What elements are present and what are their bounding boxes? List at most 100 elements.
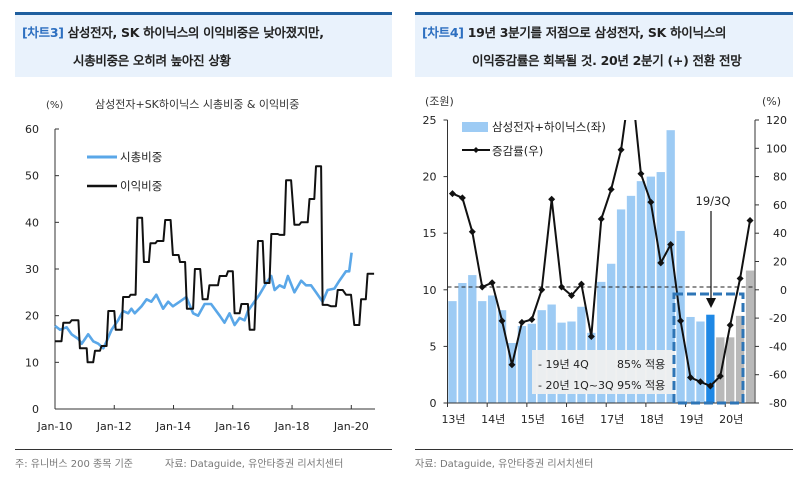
- note-line1-label: - 19년 4Q: [538, 358, 589, 371]
- profit-share-line: [55, 165, 375, 364]
- x-tick-label: Jan-14: [155, 420, 191, 433]
- legend-marketcap-label: 시총비중: [120, 150, 162, 164]
- earnings-bar: [487, 295, 497, 403]
- chart3-footer-divider: [15, 449, 392, 450]
- growth-rate-marker: [558, 283, 566, 291]
- earnings-bar: [478, 301, 487, 403]
- annotation-19-3q: 19/3Q: [696, 194, 731, 208]
- chart3-source: 자료: Dataguide, 유안타증권 리서치센터: [165, 459, 344, 470]
- earnings-bar: [616, 209, 626, 403]
- left-y-tick-label: 20: [423, 171, 437, 184]
- chart3-header: [차트3] 삼성전자, SK 하이닉스의 이익비중은 낮아졌지만, 시총비중은 …: [15, 12, 392, 77]
- x-tick-label: 13년: [441, 413, 465, 426]
- chart4-title-line1: 19년 3분기를 저점으로 삼성전자, SK 하이닉스의: [467, 25, 727, 40]
- growth-rate-marker: [478, 283, 486, 291]
- chart4-ylabel-left: (조원): [425, 95, 454, 108]
- y-tick-label: 50: [25, 170, 39, 183]
- right-y-tick-label: -20: [769, 312, 787, 325]
- earnings-bar: [745, 270, 755, 403]
- earnings-bar: [517, 326, 527, 403]
- x-tick-label: 19년: [680, 413, 704, 426]
- earnings-bar: [706, 314, 715, 403]
- chart3-note: 주: 유니버스 200 종목 기준: [15, 459, 133, 470]
- chart3-title-line2: 시총비중은 오히려 높아진 상황: [73, 53, 231, 68]
- chart4-title-line2: 이익증감률은 회복될 것. 20년 2분기 (+) 전환 전망: [472, 53, 742, 68]
- y-tick-label: 0: [32, 403, 39, 416]
- x-tick-label: 15년: [521, 413, 545, 426]
- x-tick-label: 20년: [719, 413, 743, 426]
- left-y-tick-label: 5: [430, 340, 437, 353]
- left-y-tick-label: 10: [423, 284, 437, 297]
- earnings-bar: [607, 263, 616, 403]
- y-tick-label: 10: [25, 356, 39, 369]
- legend-bar-label: 삼성전자+하이닉스(좌): [492, 120, 606, 134]
- growth-rate-marker: [458, 194, 466, 202]
- growth-rate-marker: [488, 279, 496, 287]
- earnings-bar: [458, 283, 467, 403]
- chart4-header: [차트4] 19년 3분기를 저점으로 삼성전자, SK 하이닉스의 이익증감률…: [415, 12, 793, 77]
- x-tick-label: 16년: [560, 413, 584, 426]
- x-tick-label: Jan-18: [274, 420, 310, 433]
- chart3-ylabel: (%): [46, 100, 63, 111]
- growth-rate-marker: [716, 372, 724, 380]
- growth-rate-marker: [736, 274, 744, 282]
- x-tick-label: Jan-10: [37, 420, 73, 433]
- left-y-tick-label: 15: [423, 227, 437, 240]
- earnings-bar: [686, 316, 695, 403]
- right-y-tick-label: 60: [773, 199, 787, 212]
- chart3-tag: [차트3]: [22, 25, 64, 40]
- y-tick-label: 30: [25, 263, 39, 276]
- growth-rate-marker: [508, 361, 516, 369]
- earnings-bar: [696, 321, 705, 403]
- earnings-bar: [507, 343, 517, 403]
- growth-rate-marker: [567, 291, 575, 299]
- chart3-title-line1: 삼성전자, SK 하이닉스의 이익비중은 낮아졌지만,: [67, 25, 324, 40]
- growth-rate-marker: [468, 228, 476, 236]
- growth-rate-marker: [577, 280, 585, 288]
- growth-rate-marker: [607, 185, 615, 193]
- growth-rate-marker: [448, 190, 456, 198]
- growth-rate-marker: [677, 317, 685, 325]
- chart4-source: 자료: Dataguide, 유안타증권 리서치센터: [415, 459, 594, 470]
- x-tick-label: Jan-20: [333, 420, 369, 433]
- left-y-tick-label: 0: [430, 397, 437, 410]
- earnings-bar: [735, 315, 745, 403]
- earnings-bar: [666, 130, 675, 404]
- earnings-bar: [636, 181, 646, 403]
- y-tick-label: 40: [25, 216, 39, 229]
- forecast-dashed-box: [672, 292, 745, 405]
- marketcap-share-line: [54, 252, 353, 350]
- earnings-bar: [448, 301, 457, 403]
- growth-rate-marker: [597, 215, 605, 223]
- note-line1-value: 85% 적용: [617, 358, 665, 371]
- right-y-tick-label: -80: [769, 397, 787, 410]
- right-y-tick-label: 40: [773, 227, 787, 240]
- left-y-tick-label: 25: [423, 114, 437, 127]
- growth-rate-marker: [706, 382, 714, 390]
- growth-rate-marker: [548, 195, 556, 203]
- earnings-bar: [726, 337, 735, 403]
- x-tick-label: 18년: [640, 413, 664, 426]
- chart4-footer-divider: [415, 449, 793, 450]
- growth-rate-marker: [498, 317, 506, 325]
- right-y-tick-label: -60: [769, 369, 787, 382]
- right-y-tick-label: 120: [766, 114, 787, 127]
- growth-rate-marker: [637, 170, 645, 178]
- earnings-bar: [597, 281, 606, 403]
- chart4-tag: [차트4]: [422, 25, 464, 40]
- legend-bar-swatch: [462, 122, 488, 132]
- growth-rate-marker: [617, 146, 625, 154]
- legend-profit-label: 이익비중: [120, 179, 162, 193]
- earnings-bar: [656, 172, 665, 403]
- growth-rate-marker: [687, 374, 695, 382]
- right-y-tick-label: 20: [773, 256, 787, 269]
- right-y-tick-label: 0: [780, 284, 787, 297]
- earnings-bar: [646, 176, 656, 403]
- growth-rate-marker: [587, 332, 595, 340]
- x-tick-label: 17년: [600, 413, 624, 426]
- earnings-bar: [626, 195, 636, 403]
- growth-rate-marker: [518, 318, 526, 326]
- growth-rate-marker: [667, 241, 675, 249]
- right-y-tick-label: -40: [769, 340, 787, 353]
